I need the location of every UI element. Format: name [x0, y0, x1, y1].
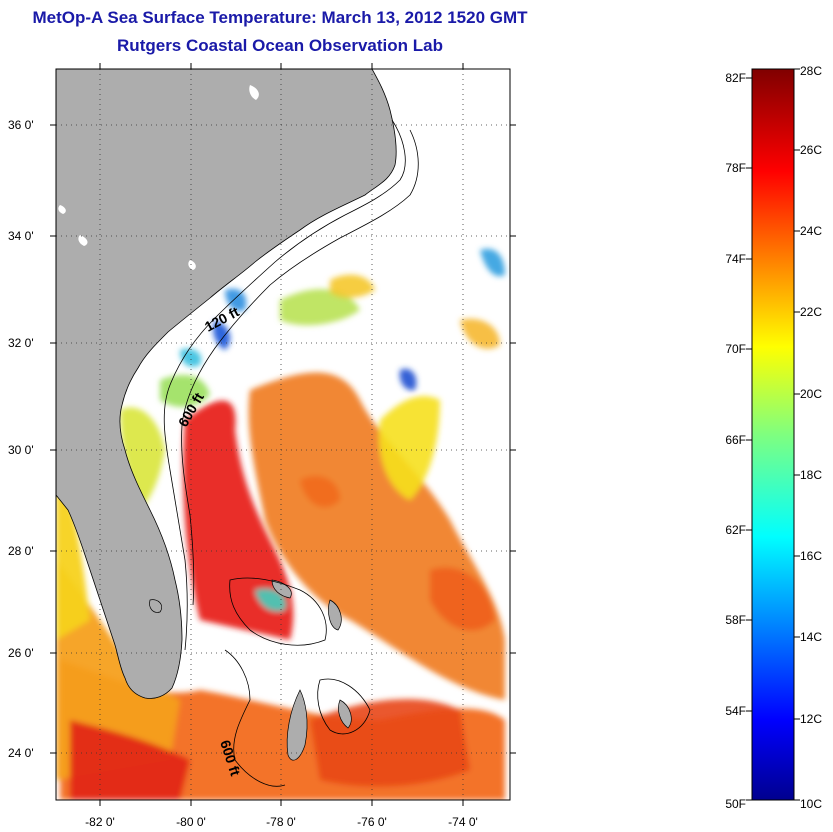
- lat-label: 24 0': [8, 746, 34, 760]
- colorbar-celsius-labels: 28C 26C 24C 22C 20C 18C 16C 14C 12C 10C: [800, 64, 822, 811]
- colorbar-ticks: [746, 68, 800, 801]
- lat-label: 30 0': [8, 443, 34, 457]
- colorbar-c-label: 14C: [800, 630, 822, 644]
- colorbar-c-label: 12C: [800, 712, 822, 726]
- map-subtitle: Rutgers Coastal Ocean Observation Lab: [117, 36, 443, 55]
- lon-label: -80 0': [176, 815, 206, 829]
- map-frame: [55, 68, 511, 801]
- colorbar-c-label: 18C: [800, 468, 822, 482]
- colorbar-f-label: 78F: [725, 161, 746, 175]
- colorbar-f-label: 70F: [725, 342, 746, 356]
- lon-label: -78 0': [266, 815, 296, 829]
- lon-label: -74 0': [448, 815, 478, 829]
- colorbar-c-label: 20C: [800, 387, 822, 401]
- bahamas-islands: [149, 579, 352, 761]
- lat-label: 36 0': [8, 118, 34, 132]
- lat-label: 34 0': [8, 229, 34, 243]
- colorbar-c-label: 22C: [800, 305, 822, 319]
- land-mass: [56, 69, 397, 699]
- lon-label: -76 0': [357, 815, 387, 829]
- colorbar-fahrenheit-labels: 82F 78F 74F 70F 66F 62F 58F 54F 50F: [725, 71, 746, 811]
- lat-label: 28 0': [8, 544, 34, 558]
- colorbar-f-label: 54F: [725, 704, 746, 718]
- colorbar-c-label: 10C: [800, 797, 822, 811]
- colorbar-f-label: 74F: [725, 252, 746, 266]
- lat-label: 26 0': [8, 646, 34, 660]
- lat-label: 32 0': [8, 336, 34, 350]
- colorbar-c-label: 28C: [800, 64, 822, 78]
- map-title: MetOp-A Sea Surface Temperature: March 1…: [32, 8, 528, 27]
- map-area: 120 ft 600 ft 600 ft: [56, 69, 510, 800]
- depth-contours: [163, 119, 419, 787]
- latitude-labels: 36 0' 34 0' 32 0' 30 0' 28 0' 26 0' 24 0…: [8, 118, 34, 760]
- colorbar-f-label: 50F: [725, 797, 746, 811]
- lon-label: -82 0': [85, 815, 115, 829]
- colorbar-c-label: 26C: [800, 143, 822, 157]
- colorbar: 82F 78F 74F 70F 66F 62F 58F 54F 50F 28C …: [725, 64, 822, 811]
- lakes: [58, 85, 259, 270]
- colorbar-gradient: [751, 68, 795, 801]
- longitude-labels: -82 0' -80 0' -78 0' -76 0' -74 0': [85, 815, 478, 829]
- colorbar-f-label: 58F: [725, 613, 746, 627]
- colorbar-c-label: 16C: [800, 549, 822, 563]
- colorbar-f-label: 66F: [725, 433, 746, 447]
- colorbar-f-label: 62F: [725, 523, 746, 537]
- map-grid: [56, 69, 510, 800]
- colorbar-f-label: 82F: [725, 71, 746, 85]
- map-ticks: [50, 63, 516, 806]
- colorbar-c-label: 24C: [800, 224, 822, 238]
